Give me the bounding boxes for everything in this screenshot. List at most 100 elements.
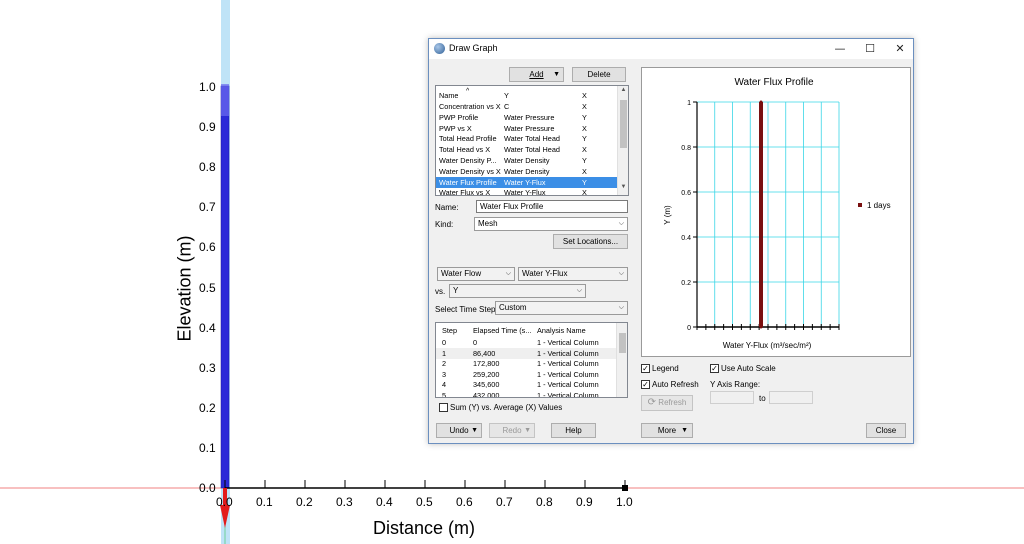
y-tick-label: 0.3	[199, 360, 216, 375]
kind-select[interactable]: Mesh ⌵	[474, 217, 628, 231]
set-locations-button[interactable]: Set Locations...	[553, 234, 628, 249]
graph-list[interactable]: Name ^ Y X Concentration vs X C X PWP Profi…	[435, 85, 629, 196]
x-tick-label: 0.9	[576, 495, 593, 509]
header-name[interactable]: Name	[439, 91, 459, 100]
chevron-down-icon[interactable]: ▼	[471, 427, 478, 434]
graph-list-cell-name: Water Flux vs X	[439, 188, 491, 196]
undo-button-label: Undo	[449, 426, 469, 435]
dialog-title: Draw Graph	[449, 43, 498, 53]
name-label: Name:	[435, 203, 459, 212]
graph-list-item[interactable]: PWP vs X Water Pressure X	[436, 123, 619, 134]
time-step-scrollbar[interactable]	[616, 323, 627, 397]
time-step-row[interactable]: 1 86,400 1 - Vertical Column	[436, 347, 616, 359]
minimize-icon[interactable]: —	[834, 42, 846, 55]
graph-panel[interactable]: Water Flux Profile 1 0.8 0.6 0.4 0.2 0 1 days Wa…	[641, 67, 911, 357]
globe-icon	[434, 43, 445, 54]
graph-list-item[interactable]: Total Head Profile Water Total Head Y	[436, 133, 619, 144]
graph-list-cell-y: Water Pressure	[504, 112, 555, 122]
graph-list-item[interactable]: Water Density P... Water Density Y	[436, 155, 619, 166]
graph-list-cell-x: X	[582, 123, 587, 133]
refresh-button[interactable]: ⟳ Refresh	[641, 395, 693, 411]
chart-data-point	[759, 100, 763, 104]
y-variable-select[interactable]: Water Y-Flux ⌵	[518, 267, 628, 281]
chart-data-point	[759, 145, 763, 149]
time-step-cell-step: 4	[442, 380, 447, 390]
time-step-row[interactable]: 4 345,600 1 - Vertical Column	[436, 379, 616, 390]
draw-graph-dialog: Draw Graph — ☐ ✕ Add ▼ Delete Name ^ Y X…	[428, 38, 914, 444]
time-step-cell-time: 0	[473, 338, 478, 347]
mesh-column	[220, 85, 230, 489]
auto-scale-checkbox[interactable]: ✓	[710, 364, 719, 373]
undo-button[interactable]: Undo ▼	[436, 423, 482, 438]
origin-arrow	[220, 505, 230, 528]
x-tick-label: 0.2	[296, 495, 313, 509]
time-steps-select[interactable]: Custom ⌵	[495, 301, 628, 315]
refresh-icon: ⟳	[647, 397, 657, 408]
chevron-down-icon[interactable]: ▼	[681, 427, 688, 434]
header-y[interactable]: Y	[504, 91, 509, 100]
dialog-titlebar[interactable]: Draw Graph — ☐ ✕	[429, 39, 913, 59]
header-step[interactable]: Step	[442, 326, 458, 335]
time-step-row[interactable]: 5 432,000 1 - Vertical Column	[436, 390, 616, 397]
time-step-row[interactable]: 2 172,800 1 - Vertical Column	[436, 358, 616, 369]
help-button[interactable]: Help	[551, 423, 596, 438]
y-range-max-field[interactable]	[769, 391, 813, 404]
time-step-row[interactable]: 3 259,200 1 - Vertical Column	[436, 369, 616, 380]
x-variable-select[interactable]: Y ⌵	[449, 284, 586, 298]
graph-list-cell-name: Total Head Profile	[439, 134, 497, 144]
header-x[interactable]: X	[582, 91, 587, 100]
add-button[interactable]: Add ▼	[509, 67, 564, 82]
graph-name-field[interactable]: Water Flux Profile	[476, 200, 628, 213]
time-step-row[interactable]: 0 0 1 - Vertical Column	[436, 337, 616, 348]
time-step-list[interactable]: Step Elapsed Time (s... Analysis Name 0 0…	[435, 322, 628, 398]
more-button[interactable]: More ▼	[641, 423, 693, 438]
x-tick-label: 0.7	[496, 495, 513, 509]
graph-list-item[interactable]: Water Density vs X Water Density X	[436, 166, 619, 177]
graph-list-cell-x: Y	[582, 134, 587, 144]
scroll-up-icon[interactable]: ▲	[620, 87, 627, 93]
auto-refresh-checkbox[interactable]: ✓	[641, 380, 650, 389]
header-analysis-name[interactable]: Analysis Name	[537, 326, 586, 335]
chart-data-point	[759, 190, 763, 194]
flux-profile-chart[interactable]: Water Flux Profile 1 0.8 0.6 0.4 0.2 0 1 days Wa…	[642, 68, 910, 356]
x-tick-label: 0.1	[256, 495, 273, 509]
graph-list-item[interactable]: PWP Profile Water Pressure Y	[436, 112, 619, 123]
sum-average-checkbox[interactable]	[439, 403, 448, 412]
graph-list-cell-y: Water Total Head	[504, 145, 560, 155]
close-button[interactable]: Close	[866, 423, 906, 438]
chevron-down-icon[interactable]: ▼	[553, 71, 560, 78]
y-range-min-field[interactable]	[710, 391, 754, 404]
time-step-cell-step: 0	[442, 338, 447, 347]
scroll-thumb[interactable]	[619, 333, 626, 353]
graph-list-cell-name: Water Flux Profile	[439, 177, 497, 187]
legend-label: 1 days	[867, 201, 891, 210]
time-step-cell-analysis: 1 - Vertical Column	[537, 369, 599, 379]
legend-label: Legend	[652, 364, 679, 373]
redo-button[interactable]: Redo ▼	[489, 423, 535, 438]
graph-list-scrollbar[interactable]: ▲ ▼	[617, 86, 628, 195]
chevron-down-icon[interactable]: ▼	[524, 427, 531, 434]
legend-checkbox[interactable]: ✓	[641, 364, 650, 373]
scroll-down-icon[interactable]: ▼	[620, 184, 627, 190]
y-category-select[interactable]: Water Flow ⌵	[437, 267, 515, 281]
delete-button[interactable]: Delete	[572, 67, 626, 82]
maximize-icon[interactable]: ☐	[865, 42, 875, 55]
close-icon[interactable]: ✕	[895, 42, 905, 55]
time-step-cell-time: 345,600	[473, 380, 500, 390]
graph-list-item[interactable]: Water Flux Profile Water Y-Flux Y	[436, 176, 619, 188]
auto-refresh-label: Auto Refresh	[652, 380, 699, 389]
scroll-thumb[interactable]	[620, 100, 627, 148]
graph-list-cell-name: PWP Profile	[439, 112, 479, 122]
chevron-down-icon: ⌵	[618, 304, 624, 311]
graph-list-cell-x: X	[582, 145, 587, 155]
graph-list-cell-y: C	[504, 102, 510, 111]
graph-list-cell-name: PWP vs X	[439, 123, 472, 133]
graph-list-cell-x: X	[582, 188, 587, 196]
vs-label: vs.	[435, 287, 446, 296]
header-elapsed-time[interactable]: Elapsed Time (s...	[473, 326, 531, 335]
graph-list-item[interactable]: Water Flux vs X Water Y-Flux X	[436, 187, 619, 196]
graph-list-item[interactable]: Total Head vs X Water Total Head X	[436, 144, 619, 155]
y-tick-label: 1.0	[199, 80, 216, 94]
